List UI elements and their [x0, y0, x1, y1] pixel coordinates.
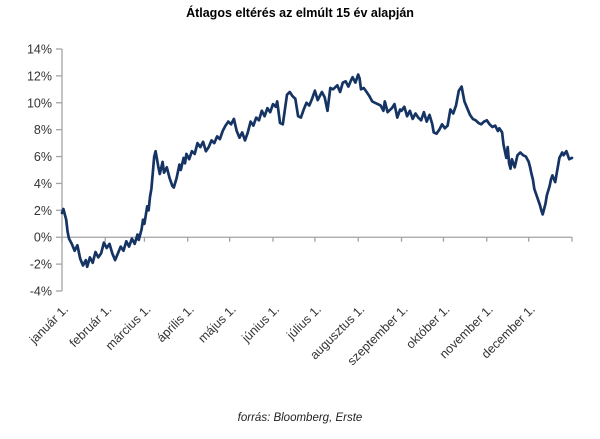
y-tick-label: 14% [27, 43, 52, 57]
y-tick-label: 6% [34, 150, 52, 164]
y-tick-label: 4% [34, 177, 52, 191]
x-tick-label: április 1. [154, 302, 197, 345]
x-tick-label: július 1. [283, 302, 324, 343]
x-tick-label: január 1. [26, 302, 71, 347]
y-tick-label: 0% [34, 231, 52, 245]
data-line [60, 73, 574, 269]
x-axis-labels: január 1.február 1.március 1. április 1.m… [26, 302, 538, 368]
chart-title: Átlagos eltérés az elmúlt 15 év alapján [186, 5, 414, 20]
x-axis [61, 236, 573, 242]
y-tick-label: -2% [30, 258, 52, 272]
y-tick-label: 12% [27, 69, 52, 83]
y-tick-label: -4% [30, 285, 52, 299]
y-axis: 14% 12% 10% 8% 6% 4% 2% 0% -2% -4% [27, 43, 63, 299]
source-note: forrás: Bloomberg, Erste [238, 412, 363, 424]
y-tick-label: 8% [34, 123, 52, 137]
y-tick-label: 10% [27, 96, 52, 110]
x-tick-label: június 1. [239, 302, 283, 346]
y-tick-label: 2% [34, 204, 52, 218]
data-series [60, 73, 574, 269]
x-tick-label: május 1. [195, 302, 238, 345]
